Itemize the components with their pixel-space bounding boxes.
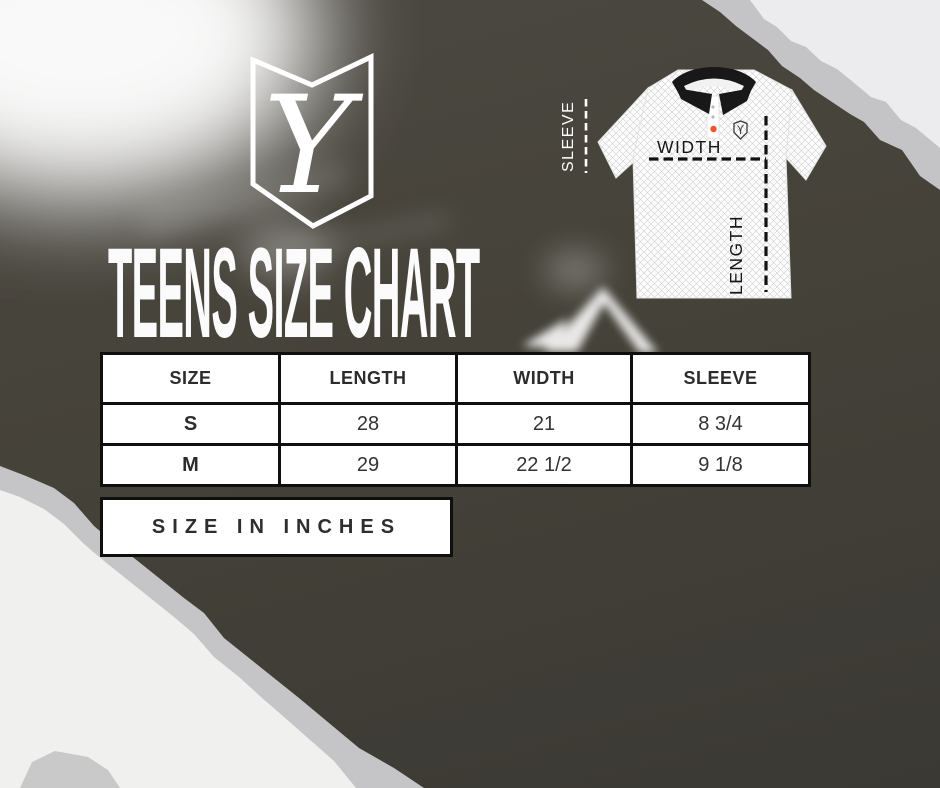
header-size: SIZE xyxy=(100,352,281,405)
background-glow xyxy=(545,252,605,288)
chest-logo-icon xyxy=(733,120,748,140)
shirt-orange-button xyxy=(710,125,717,133)
units-note: SIZE IN INCHES xyxy=(100,497,453,557)
table-row: S 28 21 8 3/4 xyxy=(100,402,811,446)
length-label: LENGTH xyxy=(726,215,746,295)
header-length: LENGTH xyxy=(278,352,458,405)
size-table: SIZE LENGTH WIDTH SLEEVE S 28 21 8 3/4 M… xyxy=(100,352,811,487)
shirt-measurement-diagram: SLEEVE WIDTH LENGTH xyxy=(560,67,827,299)
cell-sleeve-s: 8 3/4 xyxy=(630,402,811,446)
brand-logo: Y xyxy=(250,53,374,229)
background-glow xyxy=(243,226,329,274)
shirt-collar-left-flap xyxy=(676,88,712,114)
sleeve-label: SLEEVE xyxy=(560,101,577,172)
cell-size-m: M xyxy=(100,443,281,487)
background-watermark-logo xyxy=(522,287,658,353)
cell-width-s: 21 xyxy=(455,402,633,446)
page-title-text: TEENS SIZE CHART xyxy=(108,221,480,365)
shirt-button xyxy=(711,115,715,119)
page-title: TEENS SIZE CHART xyxy=(108,229,707,357)
width-label: WIDTH xyxy=(657,137,722,157)
shield-outline-icon xyxy=(250,53,374,229)
cell-width-m: 22 1/2 xyxy=(455,443,633,487)
paper-top-right xyxy=(750,0,940,148)
header-sleeve: SLEEVE xyxy=(630,352,811,405)
cell-length-m: 29 xyxy=(278,443,458,487)
shirt-button xyxy=(711,105,715,109)
header-width: WIDTH xyxy=(455,352,633,405)
size-table-header-row: SIZE LENGTH WIDTH SLEEVE xyxy=(100,352,811,405)
shirt-collar-inner xyxy=(684,78,744,93)
paper-bottom-left xyxy=(0,490,356,788)
table-row: M 29 22 1/2 9 1/8 xyxy=(100,443,811,487)
cell-sleeve-m: 9 1/8 xyxy=(630,443,811,487)
cell-size-s: S xyxy=(100,402,281,446)
shirt-collar-right-flap xyxy=(719,88,752,115)
monogram-y: Y xyxy=(263,67,363,224)
cell-length-s: 28 xyxy=(278,402,458,446)
shirt-right-sleeve xyxy=(785,88,827,181)
torn-scrap-bottom-left xyxy=(20,751,120,788)
